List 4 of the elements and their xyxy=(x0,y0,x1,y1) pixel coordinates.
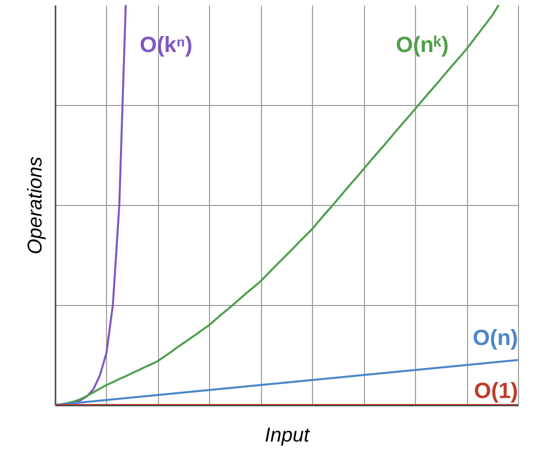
x-axis-title: Input xyxy=(264,424,311,446)
series-label: O(n) xyxy=(472,325,518,350)
y-axis-title: Operations xyxy=(24,156,46,254)
series-label: O(1) xyxy=(474,378,518,403)
